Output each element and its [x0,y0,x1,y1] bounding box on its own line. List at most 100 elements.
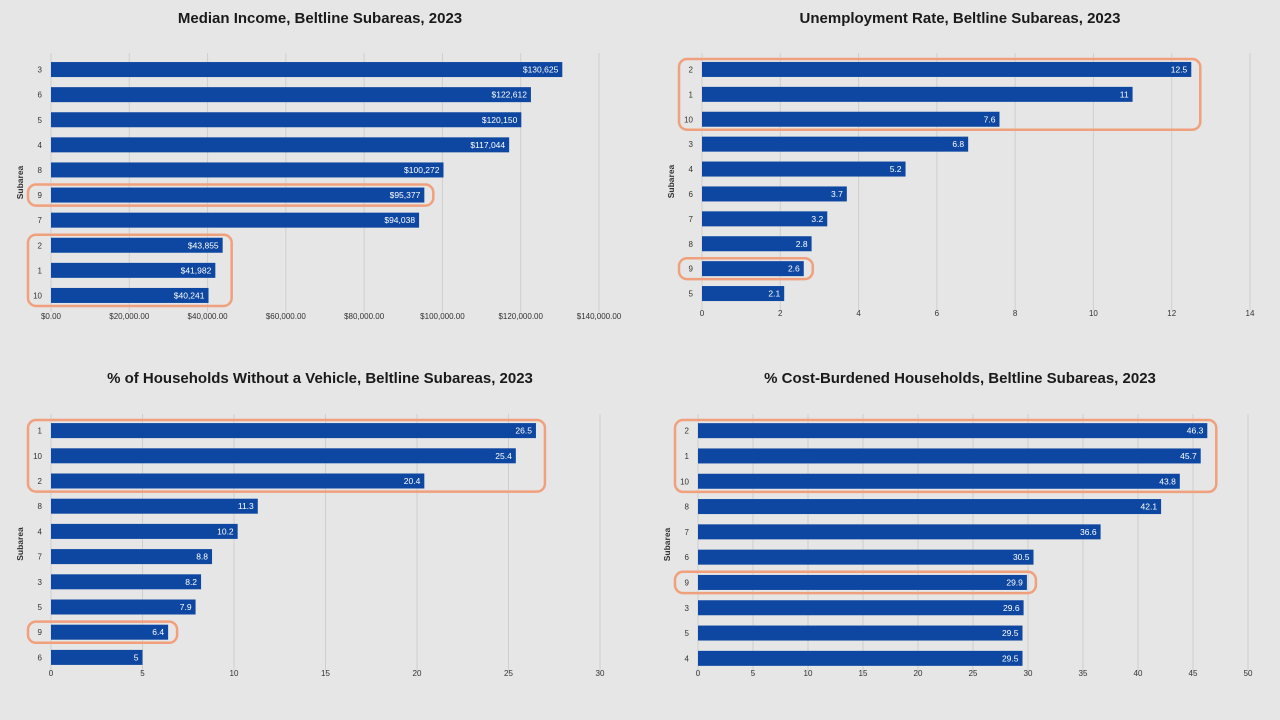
bar-subarea-9 [51,624,169,640]
x-tick-label: 10 [230,669,239,678]
x-tick-label: $100,000.00 [420,312,465,321]
category-label: 4 [38,527,43,536]
category-label: 6 [689,190,694,199]
category-label: 6 [38,653,43,662]
data-label: $100,272 [404,165,440,175]
bar-subarea-5 [51,599,196,615]
x-tick-label: 35 [1079,669,1088,678]
cost-burdened-households-chart: % Cost-Burdened Households, Beltline Sub… [640,360,1280,720]
bar-subarea-7 [702,211,828,227]
data-label: 29.6 [1003,603,1020,613]
category-label: 2 [685,427,690,436]
unemployment-rate-chart: Unemployment Rate, Beltline Subareas, 20… [640,0,1280,360]
x-tick-label: 50 [1244,669,1253,678]
data-label: 3.7 [831,189,843,199]
bar-subarea-7 [51,212,420,228]
data-label: 6.4 [152,627,164,637]
data-label: 6.8 [952,139,964,149]
category-label: 5 [685,629,690,638]
category-label: 8 [38,502,43,511]
data-label: 2.6 [788,264,800,274]
category-label: 5 [689,290,694,299]
highlight-box [26,418,547,493]
category-label: 9 [38,628,43,637]
bar-subarea-10 [702,111,1000,127]
data-label: $117,044 [470,140,505,150]
x-tick-label: 8 [1013,309,1018,318]
x-tick-label: $120,000.00 [498,312,543,321]
chart-title: Median Income, Beltline Subareas, 2023 [177,10,463,27]
x-tick-label: 10 [804,669,813,678]
data-label: 45.7 [1180,451,1197,461]
category-label: 9 [38,191,43,200]
y-axis-label: Subarea [15,527,25,561]
x-tick-label: 30 [596,669,605,678]
x-tick-label: 0 [700,309,705,318]
bar-subarea-7 [51,549,213,565]
bar-subarea-8 [698,499,1162,515]
bar-subarea-8 [51,498,258,514]
x-tick-label: 10 [1089,309,1098,318]
data-label: 29.5 [1002,628,1019,638]
bar-subarea-4 [51,523,238,539]
data-label: 11.3 [238,501,254,511]
y-axis-label: Subarea [662,527,672,561]
data-label: 25.4 [495,451,512,461]
bar-subarea-1 [702,86,1133,102]
data-label: 7.9 [180,602,192,612]
bar-subarea-3 [698,600,1024,616]
category-label: 10 [33,291,42,300]
households-without-vehicle-chart: % of Households Without a Vehicle, Beltl… [0,360,640,720]
data-label: 29.5 [1002,653,1019,663]
data-label: $130,625 [523,65,559,75]
x-tick-label: 45 [1189,669,1198,678]
data-label: 12.5 [1171,64,1188,74]
x-tick-label: 40 [1134,669,1143,678]
x-tick-label: 30 [1024,669,1033,678]
category-label: 6 [685,553,690,562]
bar-subarea-1 [51,423,536,439]
bar-subarea-5 [51,112,522,128]
category-label: 3 [689,140,694,149]
bar-subarea-10 [51,448,516,464]
bar-subarea-2 [51,473,425,489]
x-tick-label: 0 [696,669,701,678]
bar-subarea-5 [702,286,785,302]
data-label: 8.8 [196,552,208,562]
highlight-box [673,418,1218,494]
category-label: 7 [685,528,690,537]
bar-subarea-10 [51,287,209,303]
category-label: 1 [689,90,694,99]
median-income-chart: Median Income, Beltline Subareas, 2023 3… [0,0,640,360]
bar-subarea-10 [698,473,1180,489]
bar-subarea-4 [698,650,1023,666]
x-tick-label: 25 [969,669,978,678]
category-label: 6 [38,91,43,100]
data-label: 5.2 [890,164,902,174]
x-tick-label: 4 [856,309,861,318]
category-label: 4 [38,141,43,150]
data-label: 8.2 [185,577,197,587]
data-label: 36.6 [1080,527,1097,537]
data-label: $122,612 [491,90,527,100]
category-label: 2 [38,477,43,486]
x-tick-label: 15 [859,669,868,678]
x-tick-label: $80,000.00 [344,312,385,321]
data-label: 43.8 [1159,476,1176,486]
data-label: 10.2 [217,526,234,536]
x-tick-label: $140,000.00 [577,312,622,321]
x-tick-label: 5 [140,669,145,678]
bar-subarea-8 [702,236,812,252]
bar-subarea-6 [698,549,1034,565]
category-label: 3 [38,578,43,587]
highlight-box [26,620,179,645]
category-label: 8 [38,166,43,175]
x-tick-label: 5 [751,669,756,678]
bar-subarea-2 [698,423,1208,439]
data-label: 30.5 [1013,552,1030,562]
category-label: 9 [689,265,694,274]
category-label: 4 [685,654,690,663]
x-tick-label: 2 [778,309,783,318]
data-label: 42.1 [1141,502,1158,512]
y-axis-label: Subarea [666,164,676,198]
